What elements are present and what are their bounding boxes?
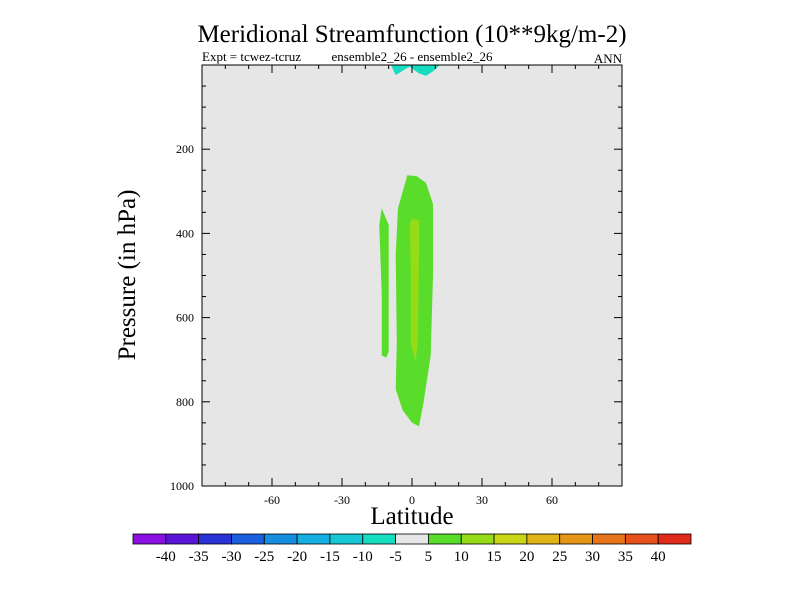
colorbar-label: -15 — [320, 549, 340, 565]
x-tick-labels: -60 -30 0 30 60 — [264, 493, 558, 507]
colorbar-swatch — [460, 533, 495, 545]
colorbar-label: 40 — [651, 549, 666, 565]
colorbar-swatch — [559, 533, 593, 545]
colorbar-label: -40 — [156, 549, 176, 565]
x-tick-label: 0 — [409, 493, 415, 507]
chart-subtitle-right: ANN — [594, 51, 623, 66]
colorbar-swatch — [428, 533, 462, 545]
colorbar-label: 20 — [519, 549, 534, 565]
colorbar-swatch — [526, 533, 561, 545]
major-ticks — [202, 65, 622, 486]
colorbar — [132, 533, 692, 545]
x-tick-label: -30 — [334, 493, 350, 507]
colorbar-swatch — [493, 533, 528, 545]
y-tick-label: 800 — [176, 395, 194, 409]
upper-negative-lobes — [391, 65, 440, 76]
central-core — [409, 218, 419, 362]
minor-ticks — [202, 65, 622, 486]
colorbar-label: 10 — [454, 549, 469, 565]
colorbar-label: -25 — [254, 549, 274, 565]
colorbar-label: 25 — [552, 549, 567, 565]
colorbar-swatch — [592, 533, 626, 545]
colorbar-label: -20 — [287, 549, 307, 565]
colorbar-swatch — [657, 533, 692, 545]
colorbar-label: 35 — [618, 549, 633, 565]
colorbar-swatch — [624, 533, 659, 545]
y-tick-label: 1000 — [170, 479, 194, 493]
colorbar-label: -30 — [221, 549, 241, 565]
colorbar-label: 15 — [487, 549, 502, 565]
chart-subtitle-center: ensemble2_26 - ensemble2_26 — [331, 49, 493, 64]
chart-title: Meridional Streamfunction (10**9kg/m-2) — [197, 21, 626, 48]
x-tick-label: -60 — [264, 493, 280, 507]
colorbar-label: 5 — [425, 549, 433, 565]
colorbar-swatch — [198, 533, 232, 545]
x-axis-label: Latitude — [370, 503, 453, 530]
chart-subtitle-left: Expt = tcwez-tcruz — [202, 49, 301, 64]
y-tick-labels: 200 400 600 800 1000 — [170, 142, 194, 493]
y-tick-label: 200 — [176, 142, 194, 156]
x-tick-label: 30 — [476, 493, 488, 507]
colorbar-label: -5 — [389, 549, 402, 565]
colorbar-swatch — [263, 533, 298, 545]
colorbar-swatch — [296, 533, 331, 545]
colorbar-label: -35 — [189, 549, 209, 565]
colorbar-label: 30 — [585, 549, 600, 565]
colorbar-swatch — [165, 533, 200, 545]
southern-positive-strip — [379, 208, 389, 358]
y-axis-label: Pressure (in hPa) — [114, 190, 141, 361]
colorbar-swatch — [362, 533, 396, 545]
colorbar-swatch — [132, 533, 167, 545]
colorbar-label: -10 — [353, 549, 373, 565]
contour-regions — [379, 65, 440, 427]
y-tick-label: 400 — [176, 226, 194, 240]
colorbar-swatch — [231, 533, 265, 545]
colorbar-labels: -40 -35 -30 -25 -20 -15 -10 -5 5 10 15 20 25 30 35 40 — [156, 549, 666, 565]
plot-frame — [201, 64, 623, 487]
x-tick-label: 60 — [546, 493, 558, 507]
colorbar-swatch — [329, 533, 364, 545]
y-tick-label: 600 — [176, 311, 194, 325]
colorbar-swatch — [395, 533, 429, 545]
